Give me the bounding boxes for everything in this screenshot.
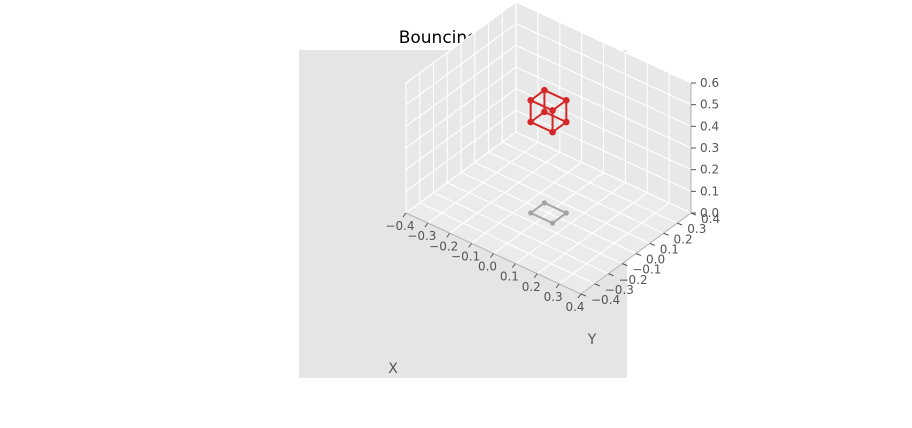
- cube-vertex: [527, 118, 534, 126]
- x-tick-label: −0.2: [429, 239, 458, 253]
- x-tick-mark: [555, 283, 560, 289]
- cube-vertex: [541, 86, 548, 94]
- z-tick-label: 0.0: [700, 206, 719, 220]
- z-tick-label: 0.6: [700, 76, 719, 90]
- y-tick-mark: [663, 232, 669, 236]
- grid-line: [558, 202, 670, 285]
- cube-vertex: [563, 118, 570, 126]
- x-tick-label: 0.1: [500, 270, 519, 284]
- grid-line: [405, 66, 517, 149]
- cube-vertex: [549, 107, 556, 114]
- shadow-vertex: [563, 210, 569, 216]
- cube-vertex: [563, 97, 570, 104]
- z-tick-label: 0.5: [700, 98, 719, 112]
- z-tick-label: 0.3: [700, 141, 719, 155]
- x-tick-mark: [424, 222, 429, 228]
- y-tick-label: −0.3: [605, 283, 634, 297]
- x-tick-mark: [402, 212, 407, 218]
- x-tick-label: 0.4: [565, 300, 584, 314]
- x-tick-label: −0.3: [407, 229, 436, 243]
- x-axis-label: X: [388, 361, 398, 377]
- grid-line: [405, 23, 517, 106]
- cube-edge: [544, 110, 567, 123]
- grid-line: [515, 1, 692, 84]
- shadow-edge: [551, 212, 567, 224]
- y-tick-label: −0.1: [632, 263, 661, 277]
- shadow-edge: [530, 212, 553, 225]
- x-tick-mark: [468, 243, 473, 248]
- shadow-vertex: [541, 200, 548, 206]
- y-tick-mark: [608, 273, 614, 277]
- shadow-series: [528, 200, 569, 226]
- cube-series: [527, 86, 570, 136]
- y-tick-mark: [580, 293, 587, 297]
- axis-ticks: −0.4−0.3−0.2−0.10.00.10.20.30.4 −0.4−0.3−…: [385, 76, 720, 314]
- grid-line: [474, 161, 650, 244]
- y-tick-mark: [622, 263, 628, 267]
- cube-vertex: [549, 128, 556, 136]
- grid-line: [502, 141, 678, 224]
- grid-lines: [405, 1, 692, 295]
- y-tick-mark: [594, 283, 600, 287]
- grid-line: [405, 88, 517, 171]
- z-tick-label: 0.4: [700, 119, 719, 133]
- y-tick-label: 0.2: [674, 232, 693, 246]
- y-tick-label: −0.4: [591, 293, 620, 307]
- y-tick-mark: [649, 242, 655, 246]
- y-tick-label: 0.3: [687, 222, 706, 236]
- shadow-edge: [530, 202, 546, 214]
- grid-line: [515, 66, 692, 149]
- y-tick-mark: [677, 222, 683, 226]
- grid-line: [405, 131, 517, 214]
- x-tick-mark: [533, 273, 538, 279]
- y-tick-label: 0.0: [646, 253, 665, 267]
- grid-line: [488, 151, 664, 234]
- y-tick-label: 0.1: [660, 242, 679, 256]
- z-tick-label: 0.1: [700, 184, 719, 198]
- y-tick-mark: [635, 253, 642, 256]
- grid-line: [405, 44, 517, 127]
- cube-edge: [530, 121, 553, 134]
- z-tick-label: 0.2: [700, 163, 719, 177]
- cube-edge: [530, 99, 553, 112]
- shadow-edge: [544, 201, 567, 214]
- x-tick-mark: [511, 263, 516, 268]
- x-tick-mark: [490, 253, 494, 258]
- x-tick-label: 0.3: [544, 290, 563, 304]
- x-tick-mark: [446, 232, 451, 238]
- x-tick-label: −0.4: [385, 219, 414, 233]
- shadow-vertex: [549, 220, 556, 226]
- grid-line: [515, 182, 626, 265]
- grid-line: [536, 192, 648, 275]
- grid-line: [515, 131, 692, 214]
- x-tick-mark: [577, 293, 582, 299]
- grid-line: [515, 23, 692, 106]
- grid-line: [405, 1, 517, 84]
- grid-line: [460, 172, 637, 254]
- y-tick-label: 0.4: [701, 212, 720, 226]
- y-tick-label: −0.2: [619, 273, 648, 287]
- shadow-vertex: [528, 210, 534, 216]
- cube-vertex: [527, 97, 534, 104]
- x-tick-label: 0.0: [478, 260, 497, 274]
- grid-line: [515, 44, 692, 127]
- grid-line: [405, 109, 517, 192]
- x-tick-label: −0.1: [451, 249, 480, 263]
- cube-edge: [544, 89, 567, 102]
- x-tick-label: 0.2: [522, 280, 541, 294]
- grid-line: [515, 109, 692, 192]
- cube-vertex: [541, 108, 548, 116]
- y-axis-label: Y: [587, 332, 597, 348]
